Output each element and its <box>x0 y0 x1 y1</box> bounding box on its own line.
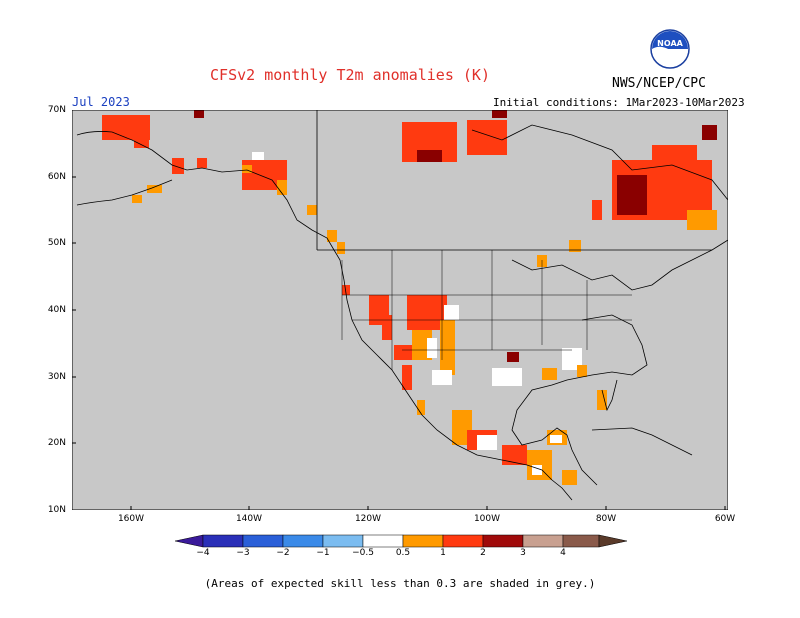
colorbar-label-p05: 0.5 <box>395 548 411 558</box>
colorbar-label-m3: −3 <box>236 548 250 558</box>
coastlines <box>76 110 728 501</box>
skill-note: (Areas of expected skill less than 0.3 a… <box>204 577 596 590</box>
lon-label-140w: 140W <box>235 514 263 524</box>
initial-conditions: Initial conditions: 1Mar2023-10Mar2023 <box>493 96 745 109</box>
forecast-month: Jul 2023 <box>72 95 130 109</box>
svg-text:NOAA: NOAA <box>657 39 683 48</box>
lat-label-20n: 20N <box>47 438 66 448</box>
lat-label-40n: 40N <box>47 305 66 315</box>
colorbar-label-m2: −2 <box>276 548 290 558</box>
lat-label-30n: 30N <box>47 372 66 382</box>
colorbar-label-p4: 4 <box>560 548 566 558</box>
colorbar-label-p2: 2 <box>480 548 486 558</box>
colorbar-label-m4: −4 <box>196 548 210 558</box>
lon-label-160w: 160W <box>117 514 145 524</box>
anomaly-map <box>72 110 728 510</box>
agency-label: NWS/NCEP/CPC <box>612 76 706 91</box>
colorbar-label-m05: −0.5 <box>352 548 374 558</box>
lon-label-60w: 60W <box>714 514 736 524</box>
lat-label-60n: 60N <box>47 172 66 182</box>
lat-label-10n: 10N <box>47 505 66 515</box>
lat-label-50n: 50N <box>47 238 66 248</box>
lon-label-120w: 120W <box>354 514 382 524</box>
colorbar <box>175 534 627 548</box>
lat-label-70n: 70N <box>47 105 66 115</box>
chart-title: CFSv2 monthly T2m anomalies (K) <box>210 66 490 84</box>
colorbar-label-m1: −1 <box>316 548 330 558</box>
anomaly-cells <box>102 110 717 485</box>
state-borders <box>341 250 632 370</box>
noaa-logo: NOAA <box>650 29 690 69</box>
grid-ticks <box>72 110 726 510</box>
lon-label-100w: 100W <box>473 514 501 524</box>
colorbar-label-p3: 3 <box>520 548 526 558</box>
lon-label-80w: 80W <box>595 514 617 524</box>
colorbar-label-p1: 1 <box>440 548 446 558</box>
